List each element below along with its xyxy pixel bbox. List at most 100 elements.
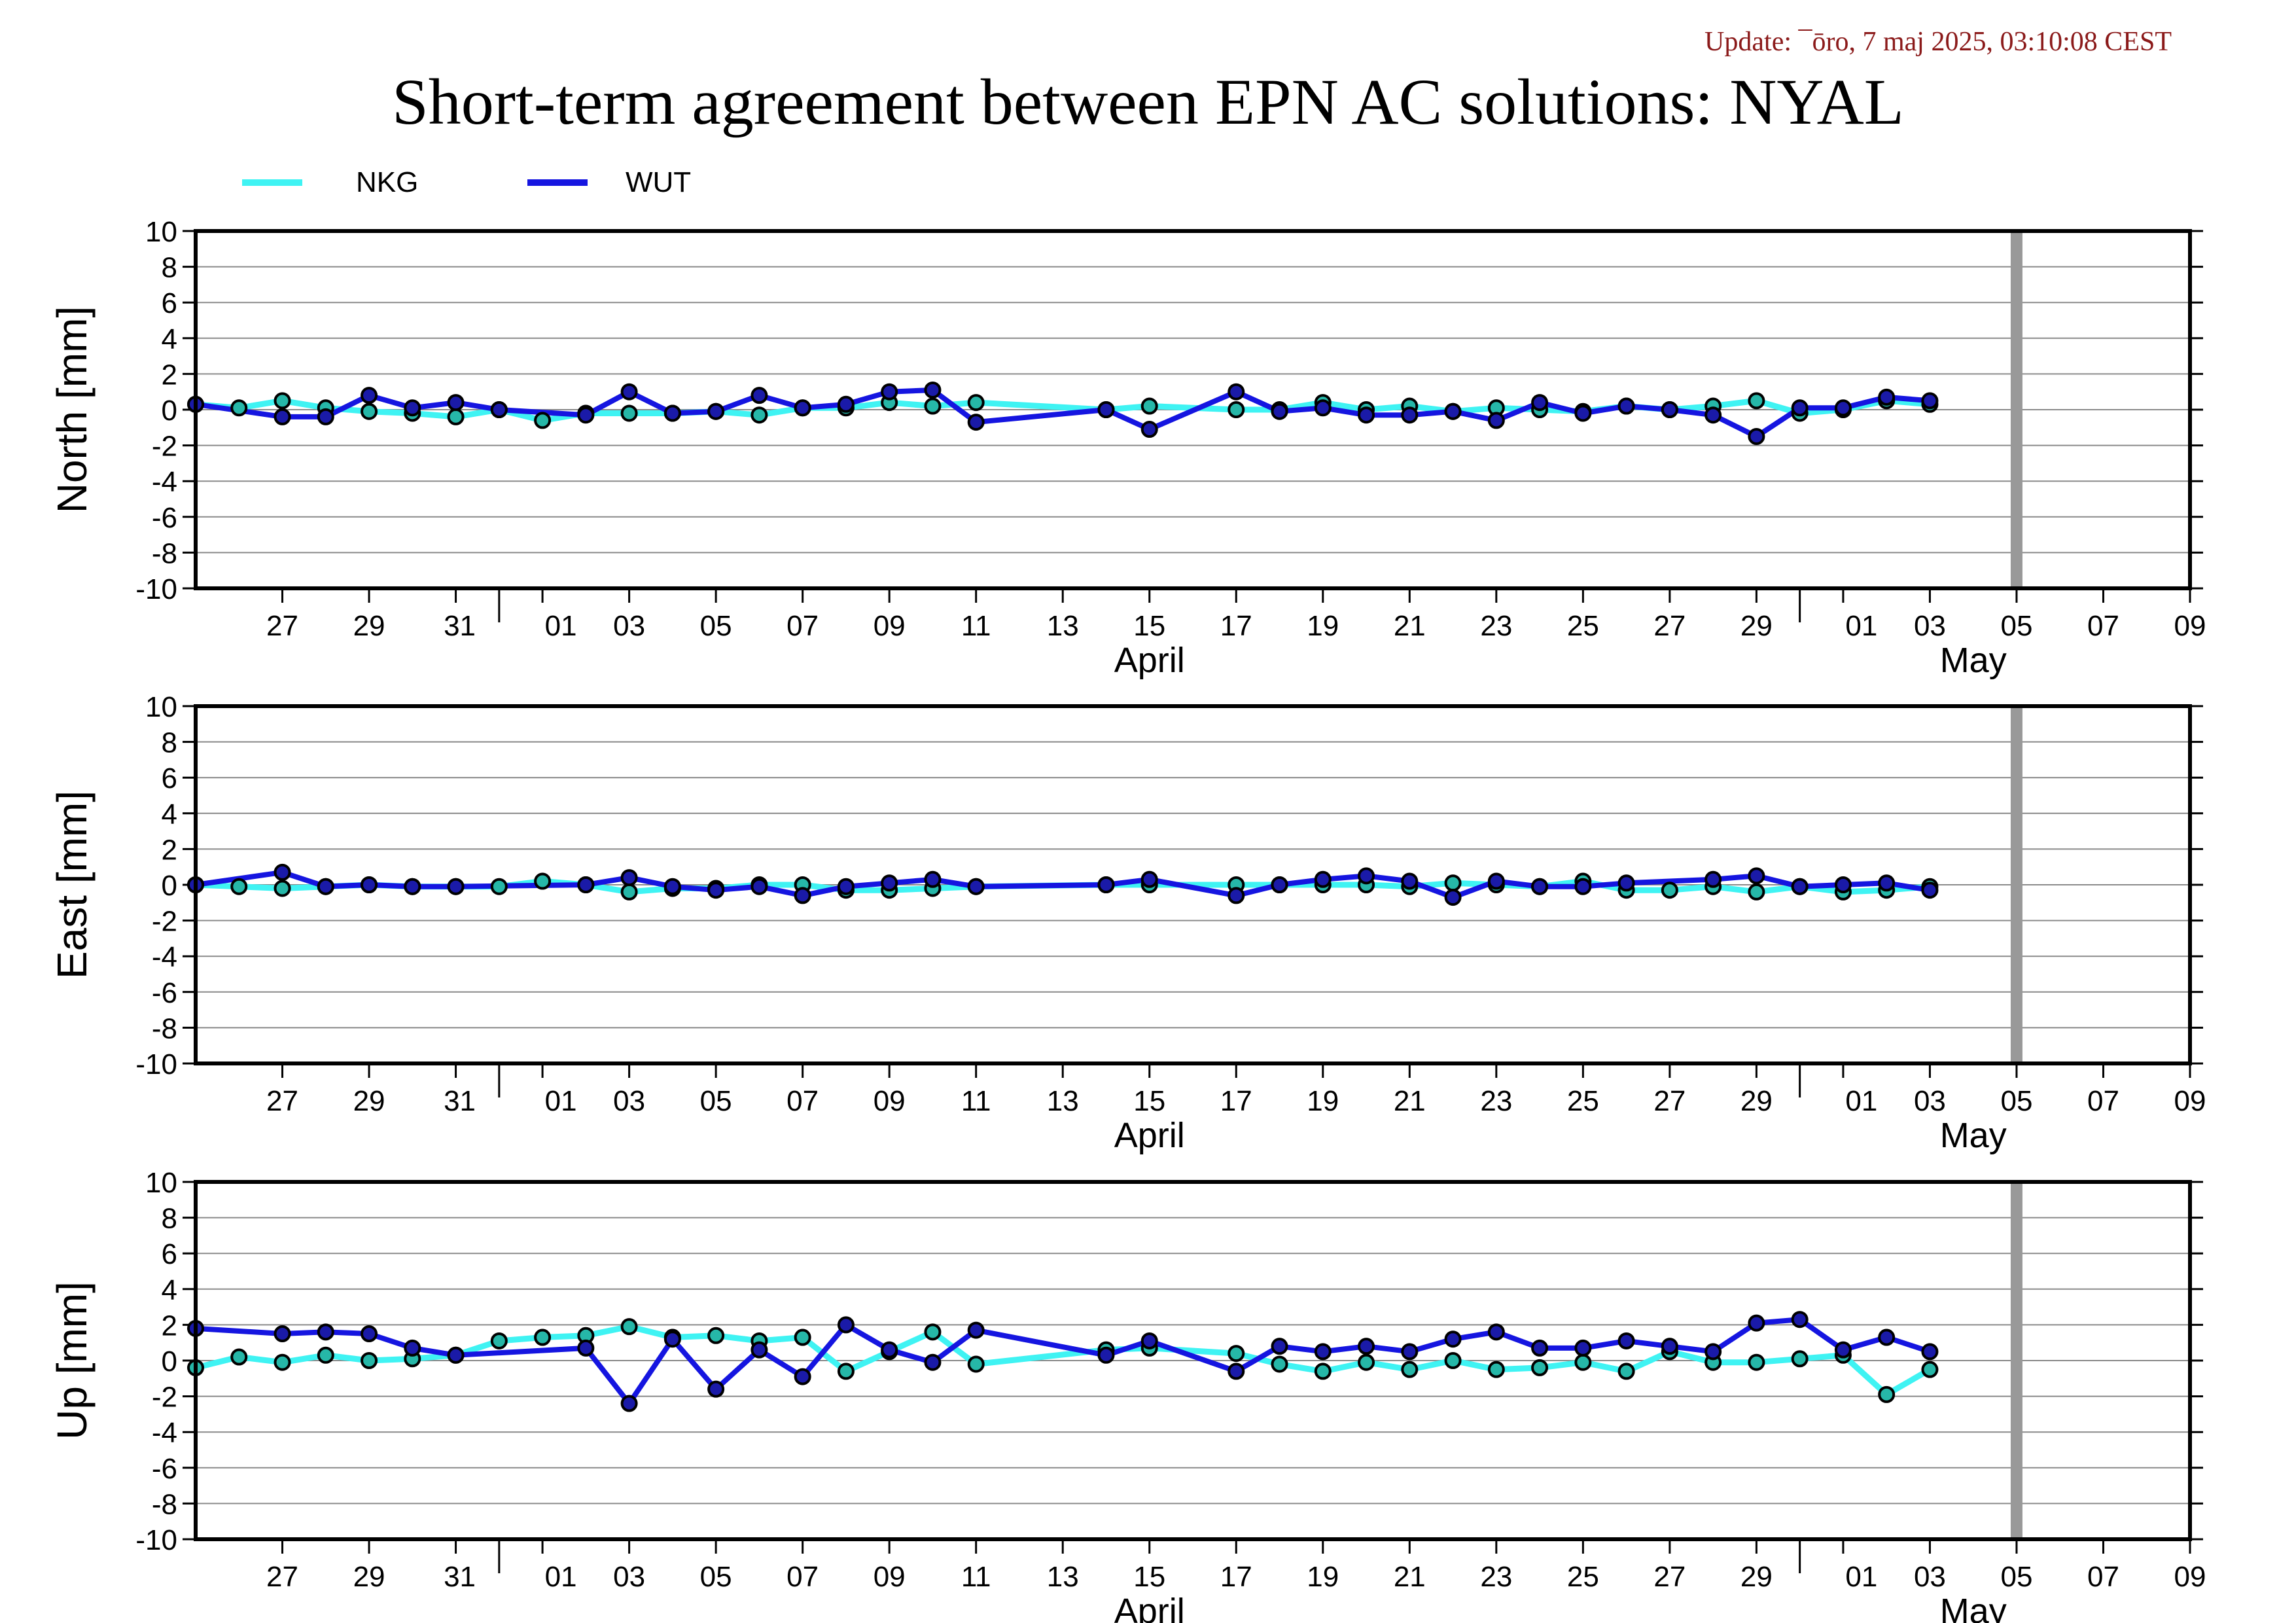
data-point-nkg (1444, 1352, 1462, 1369)
data-point-wut (447, 1346, 465, 1364)
x-tick-label: 01 (545, 1085, 577, 1117)
y-tick-label: -2 (152, 431, 177, 463)
legend-label-nkg: NKG (356, 166, 419, 198)
data-point-nkg (1227, 401, 1245, 418)
x-tick-label: 03 (1914, 1085, 1946, 1117)
data-point-wut (1748, 1314, 1765, 1332)
x-tick-label: 03 (613, 610, 645, 642)
y-tick-label: -8 (152, 537, 177, 569)
x-tick-label: 09 (2174, 1561, 2206, 1593)
x-tick-label: 15 (1133, 1561, 1165, 1593)
data-point-wut (1574, 878, 1592, 895)
data-point-nkg (837, 1363, 855, 1380)
data-point-wut (447, 394, 465, 412)
y-axis-label: Up [mm] (48, 1281, 96, 1440)
data-point-wut (361, 387, 378, 404)
data-point-wut (404, 1339, 421, 1357)
data-point-wut (1227, 1363, 1245, 1380)
x-tick-label: 07 (2087, 1085, 2119, 1117)
y-tick-label: 8 (162, 727, 177, 759)
x-tick-label: 09 (2174, 610, 2206, 642)
y-tick-label: -6 (152, 977, 177, 1009)
data-point-nkg (274, 880, 291, 897)
data-point-wut (1617, 874, 1635, 892)
data-point-wut (1271, 1338, 1288, 1355)
x-tick-label: 07 (786, 610, 819, 642)
y-tick-label: 4 (162, 798, 177, 830)
y-tick-label: -6 (152, 502, 177, 534)
data-point-nkg (1401, 1361, 1419, 1378)
data-point-wut (967, 414, 985, 431)
x-tick-label: 29 (1740, 1085, 1773, 1117)
data-point-wut (1444, 402, 1462, 420)
data-point-nkg (1921, 1361, 1939, 1378)
data-point-wut (1661, 1338, 1678, 1355)
data-point-nkg (1748, 1353, 1765, 1371)
month-label: May (1940, 1116, 2007, 1155)
data-point-wut (1748, 867, 1765, 885)
data-point-wut (881, 1341, 898, 1359)
data-point-wut (1314, 1343, 1332, 1361)
data-point-wut (1140, 1332, 1158, 1349)
data-point-wut (361, 876, 378, 893)
data-point-wut (1704, 1343, 1722, 1361)
data-point-wut (924, 1353, 942, 1371)
data-point-wut (1834, 399, 1852, 417)
data-point-wut (1574, 1339, 1592, 1357)
x-tick-label: 27 (1653, 1561, 1686, 1593)
data-point-nkg (1574, 1353, 1592, 1371)
data-point-wut (1444, 1330, 1462, 1348)
data-point-wut (317, 878, 334, 895)
data-point-wut (967, 1321, 985, 1339)
data-point-wut (663, 404, 681, 422)
x-tick-label: 05 (2000, 1085, 2032, 1117)
x-tick-label: 21 (1394, 1561, 1426, 1593)
data-point-nkg (620, 1318, 638, 1336)
data-point-wut (794, 399, 811, 417)
x-tick-label: 01 (545, 1561, 577, 1593)
data-point-wut (1531, 1339, 1549, 1357)
data-point-wut (1704, 406, 1722, 424)
x-tick-label: 31 (444, 610, 476, 642)
x-tick-label: 17 (1220, 1085, 1252, 1117)
data-point-wut (620, 869, 638, 887)
month-label: May (1940, 641, 2007, 680)
data-point-wut (274, 863, 291, 881)
data-point-wut (577, 1339, 595, 1357)
x-tick-label: 27 (266, 610, 298, 642)
x-tick-label: 03 (1914, 1561, 1946, 1593)
data-point-wut (881, 874, 898, 892)
x-tick-label: 03 (613, 1561, 645, 1593)
x-tick-label: 05 (700, 610, 732, 642)
data-point-nkg (230, 399, 248, 417)
data-point-wut (1487, 412, 1505, 429)
x-tick-label: 13 (1047, 610, 1079, 642)
data-point-wut (317, 1323, 334, 1341)
update-timestamp: Update: ¯ōro, 7 maj 2025, 03:10:08 CEST (1704, 27, 2172, 57)
data-point-wut (1097, 876, 1115, 893)
data-point-nkg (1617, 1363, 1635, 1380)
data-point-wut (794, 1368, 811, 1385)
plot-frame (194, 229, 2192, 590)
data-point-wut (881, 383, 898, 401)
data-point-wut (620, 383, 638, 401)
data-point-wut (361, 1325, 378, 1343)
x-tick-label: 11 (961, 610, 991, 642)
x-tick-label: 29 (1740, 1561, 1773, 1593)
legend-swatch-nkg (242, 179, 302, 186)
data-point-nkg (534, 1329, 552, 1346)
data-point-wut (837, 1316, 855, 1334)
data-point-wut (1791, 399, 1809, 417)
data-point-wut (1401, 1343, 1419, 1361)
y-tick-label: 2 (162, 834, 177, 866)
data-point-nkg (1661, 882, 1678, 899)
x-tick-label: 05 (700, 1085, 732, 1117)
x-tick-label: 29 (1740, 610, 1773, 642)
y-tick-label: 2 (162, 359, 177, 391)
data-point-nkg (317, 1346, 334, 1364)
x-tick-label: 29 (353, 1561, 385, 1593)
data-point-nkg (924, 397, 942, 415)
x-tick-label: 27 (1653, 610, 1686, 642)
plot-frame (194, 704, 2192, 1065)
